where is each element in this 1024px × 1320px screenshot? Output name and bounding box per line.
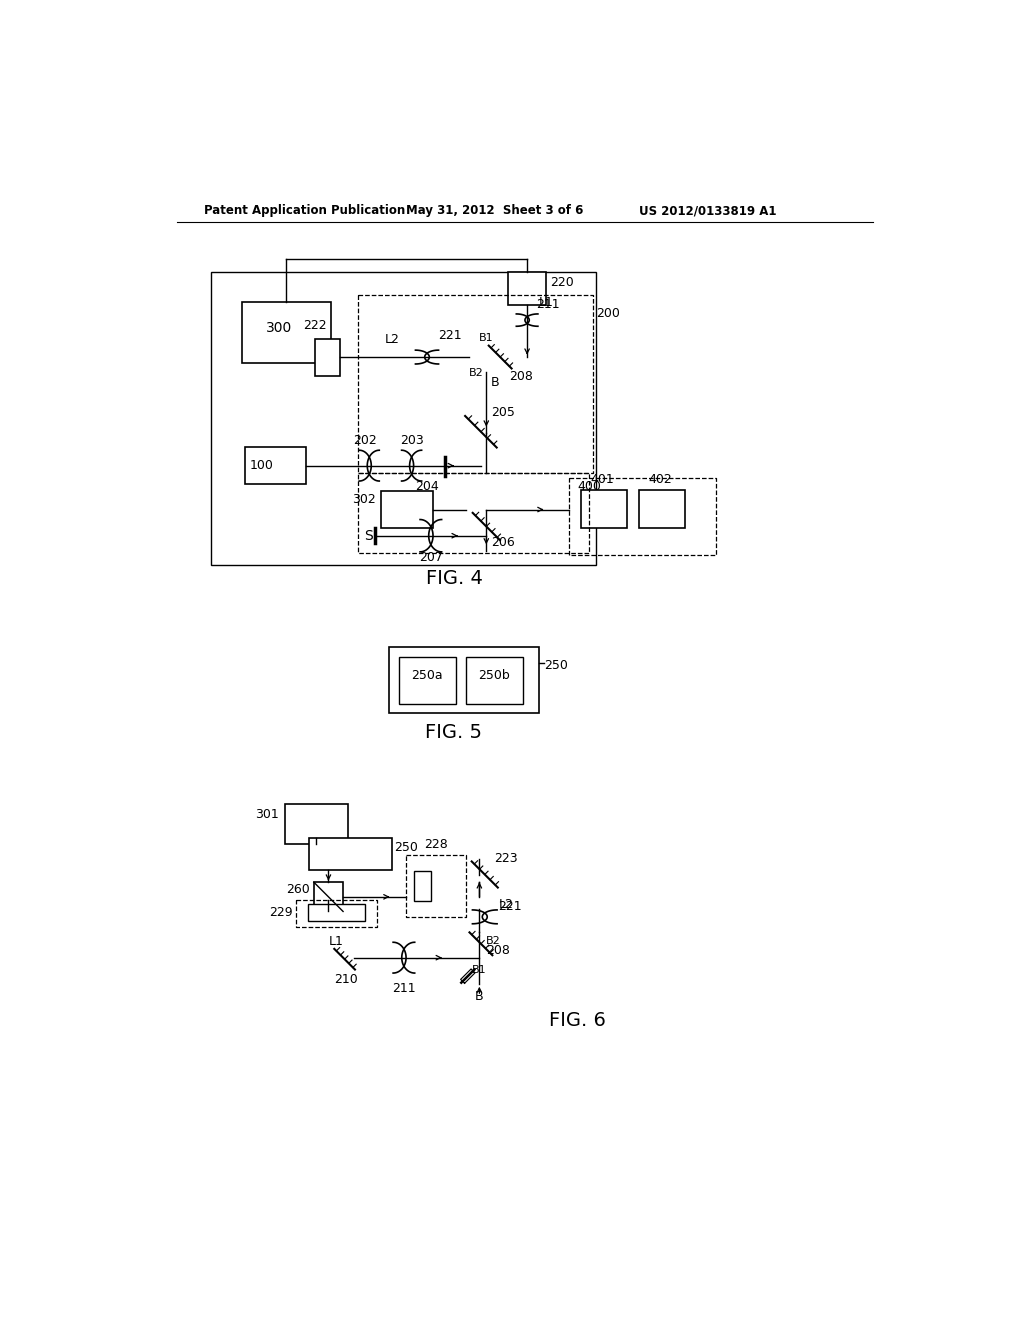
Bar	[381, 491, 433, 528]
Text: 220: 220	[550, 276, 574, 289]
Bar	[508, 272, 547, 305]
Bar	[309, 838, 392, 870]
Bar	[315, 339, 340, 376]
Text: B: B	[475, 990, 483, 1003]
Text: 203: 203	[399, 434, 424, 447]
Text: 221: 221	[499, 900, 522, 913]
Bar	[639, 490, 685, 528]
Text: 228: 228	[424, 838, 449, 851]
Bar	[211, 272, 596, 565]
Text: 200: 200	[596, 308, 621, 319]
Bar	[313, 882, 343, 911]
Text: 250b: 250b	[478, 668, 510, 681]
Text: 206: 206	[490, 536, 515, 549]
Text: 211: 211	[537, 298, 560, 312]
Text: 250a: 250a	[412, 668, 442, 681]
Bar	[388, 647, 539, 713]
Text: 221: 221	[438, 329, 462, 342]
Bar	[398, 657, 457, 704]
Text: 400: 400	[578, 480, 601, 494]
Text: 204: 204	[415, 480, 438, 494]
Text: B: B	[490, 376, 500, 388]
Text: 402: 402	[648, 473, 672, 486]
Text: 223: 223	[494, 853, 517, 866]
Text: 301: 301	[255, 808, 280, 821]
Text: B1: B1	[472, 965, 486, 975]
Text: US 2012/0133819 A1: US 2012/0133819 A1	[639, 205, 776, 218]
Text: 202: 202	[353, 434, 377, 447]
Text: L1: L1	[330, 935, 344, 948]
Text: FIG. 5: FIG. 5	[425, 722, 482, 742]
Text: 222: 222	[303, 318, 328, 331]
Text: 208: 208	[486, 944, 510, 957]
Text: L1: L1	[539, 296, 554, 309]
Text: 210: 210	[335, 973, 358, 986]
Bar	[414, 871, 431, 902]
Text: 300: 300	[266, 321, 292, 335]
Text: Patent Application Publication: Patent Application Publication	[204, 205, 404, 218]
Text: May 31, 2012  Sheet 3 of 6: May 31, 2012 Sheet 3 of 6	[407, 205, 584, 218]
Text: 229: 229	[268, 907, 292, 920]
Bar	[285, 804, 348, 843]
Text: 260: 260	[287, 883, 310, 896]
Bar	[307, 904, 366, 921]
Text: L2: L2	[499, 898, 513, 911]
Bar	[581, 490, 628, 528]
Text: 250: 250	[544, 659, 568, 672]
Text: 211: 211	[392, 982, 416, 995]
Text: 208: 208	[509, 370, 534, 383]
Text: 207: 207	[419, 552, 442, 564]
Text: B2: B2	[469, 368, 484, 378]
Text: S: S	[365, 529, 373, 543]
Text: 302: 302	[351, 494, 376, 507]
Text: FIG. 6: FIG. 6	[549, 1011, 605, 1031]
Text: B2: B2	[486, 936, 501, 946]
Text: 100: 100	[250, 459, 273, 471]
Bar	[466, 657, 523, 704]
Text: B1: B1	[478, 333, 494, 343]
Bar	[245, 447, 306, 484]
Text: 401: 401	[591, 473, 614, 486]
Text: L2: L2	[385, 333, 399, 346]
Text: 205: 205	[490, 405, 515, 418]
Text: FIG. 4: FIG. 4	[426, 569, 482, 587]
Bar	[243, 302, 331, 363]
Text: 250: 250	[394, 841, 418, 854]
